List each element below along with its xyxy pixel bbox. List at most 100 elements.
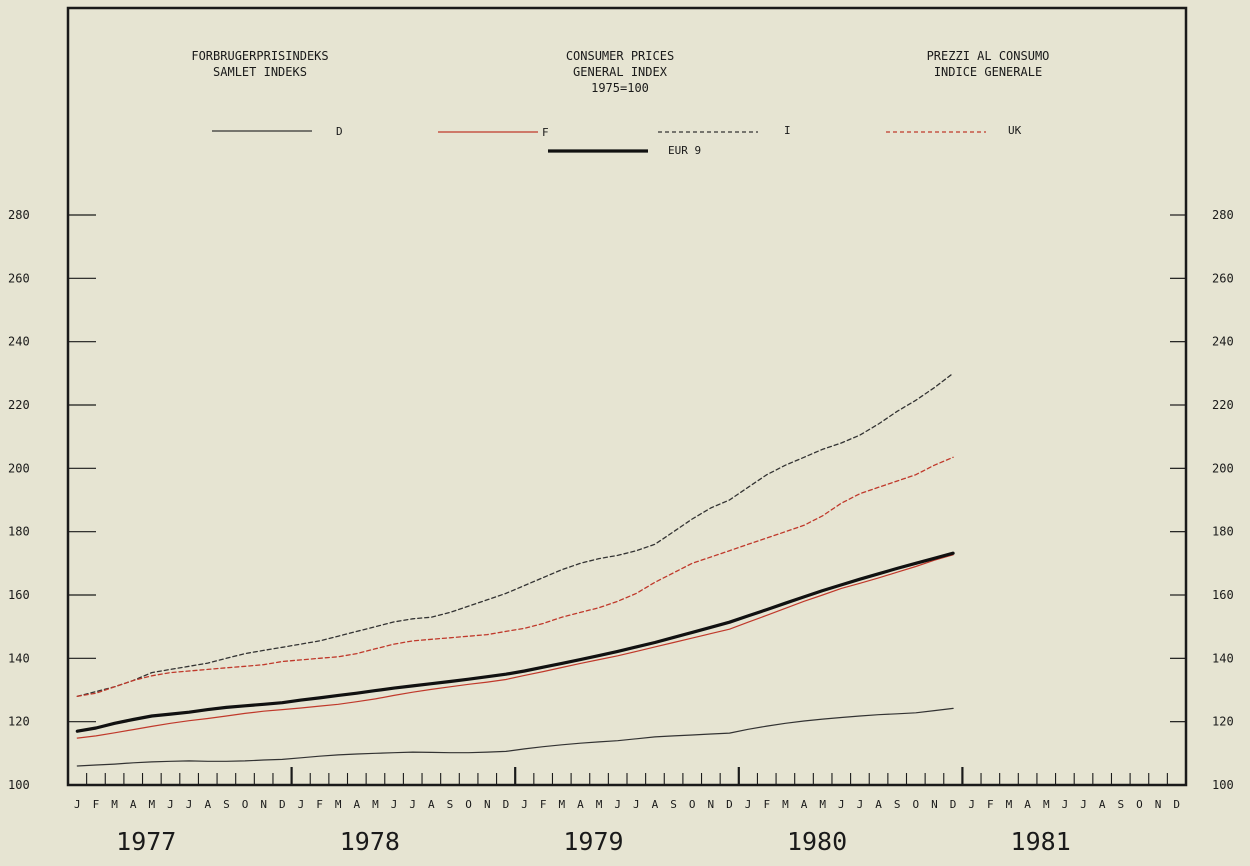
month-label: A xyxy=(801,798,808,811)
y-tick-label-right: 280 xyxy=(1212,208,1234,222)
y-tick-label-left: 180 xyxy=(8,525,30,539)
month-label: J xyxy=(838,798,845,811)
month-label: O xyxy=(1136,798,1143,811)
month-label: S xyxy=(223,798,230,811)
month-label: M xyxy=(782,798,789,811)
month-label: J xyxy=(745,798,752,811)
month-label: M xyxy=(1043,798,1050,811)
title-danish: FORBRUGERPRISINDEKS SAMLET INDEKS xyxy=(130,48,390,80)
month-label: J xyxy=(968,798,975,811)
y-tick-label-right: 140 xyxy=(1212,651,1234,665)
y-tick-label-right: 100 xyxy=(1212,778,1234,792)
month-label: N xyxy=(931,798,938,811)
month-label: F xyxy=(763,798,770,811)
month-label: J xyxy=(409,798,416,811)
y-tick-label-left: 260 xyxy=(8,271,30,285)
month-label: A xyxy=(204,798,211,811)
month-label: F xyxy=(316,798,323,811)
month-label: J xyxy=(74,798,81,811)
month-label: J xyxy=(391,798,398,811)
legend-label-uk: UK xyxy=(1008,124,1022,137)
title-english: CONSUMER PRICES GENERAL INDEX 1975=100 xyxy=(490,48,750,96)
y-tick-label-right: 160 xyxy=(1212,588,1234,602)
y-tick-label-right: 240 xyxy=(1212,335,1234,349)
title-english-line-3: 1975=100 xyxy=(591,81,649,95)
month-label: A xyxy=(354,798,361,811)
month-label: O xyxy=(913,798,920,811)
year-label: 1981 xyxy=(1011,827,1071,856)
month-label: M xyxy=(149,798,156,811)
month-label: J xyxy=(1080,798,1087,811)
title-danish-line-1: FORBRUGERPRISINDEKS xyxy=(191,49,329,63)
y-tick-label-left: 200 xyxy=(8,461,30,475)
month-label: D xyxy=(1173,798,1180,811)
month-label: M xyxy=(335,798,342,811)
legend-label-d: D xyxy=(336,125,343,138)
month-label: N xyxy=(260,798,267,811)
y-tick-label-left: 240 xyxy=(8,335,30,349)
y-tick-label-right: 120 xyxy=(1212,715,1234,729)
month-label: A xyxy=(1099,798,1106,811)
series-line-eur-9 xyxy=(75,551,955,733)
month-label: A xyxy=(577,798,584,811)
month-label: N xyxy=(708,798,715,811)
month-label: J xyxy=(521,798,528,811)
month-label: F xyxy=(987,798,994,811)
year-label: 1977 xyxy=(116,827,176,856)
month-label: M xyxy=(1006,798,1013,811)
series-line-uk xyxy=(76,456,954,697)
month-label: A xyxy=(875,798,882,811)
title-italian-line-1: PREZZI AL CONSUMO xyxy=(926,49,1050,63)
series-line-f xyxy=(76,554,954,739)
month-label: A xyxy=(428,798,435,811)
month-label: O xyxy=(689,798,696,811)
y-tick-label-left: 220 xyxy=(8,398,30,412)
title-english-line-2: GENERAL INDEX xyxy=(573,65,667,79)
year-label: 1979 xyxy=(563,827,623,856)
month-label: N xyxy=(484,798,491,811)
y-tick-label-left: 120 xyxy=(8,715,30,729)
y-tick-label-left: 160 xyxy=(8,588,30,602)
month-label: D xyxy=(726,798,733,811)
legend-label-i: I xyxy=(784,124,791,137)
month-label: J xyxy=(298,798,305,811)
legend-label-f: F xyxy=(542,126,549,139)
y-tick-label-left: 280 xyxy=(8,208,30,222)
month-label: S xyxy=(447,798,454,811)
y-tick-label-right: 260 xyxy=(1212,271,1234,285)
series-line-d xyxy=(76,707,954,767)
month-label: F xyxy=(93,798,100,811)
month-label: J xyxy=(1062,798,1069,811)
legend-label-eur-9: EUR 9 xyxy=(668,144,701,157)
y-tick-label-right: 200 xyxy=(1212,461,1234,475)
month-label: A xyxy=(652,798,659,811)
month-label: S xyxy=(670,798,677,811)
month-label: M xyxy=(819,798,826,811)
month-label: S xyxy=(894,798,901,811)
title-italian: PREZZI AL CONSUMO INDICE GENERALE xyxy=(858,48,1118,80)
month-label: J xyxy=(857,798,864,811)
y-tick-label-left: 100 xyxy=(8,778,30,792)
month-label: N xyxy=(1155,798,1162,811)
month-label: J xyxy=(167,798,174,811)
month-label: J xyxy=(614,798,621,811)
month-label: D xyxy=(279,798,286,811)
month-label: M xyxy=(558,798,565,811)
month-label: J xyxy=(186,798,193,811)
year-label: 1980 xyxy=(787,827,847,856)
series-line-i xyxy=(76,372,954,697)
month-label: A xyxy=(1024,798,1031,811)
month-label: O xyxy=(242,798,249,811)
month-label: A xyxy=(130,798,137,811)
y-tick-label-left: 140 xyxy=(8,651,30,665)
year-label: 1978 xyxy=(340,827,400,856)
month-label: F xyxy=(540,798,547,811)
month-label: M xyxy=(372,798,379,811)
y-tick-label-right: 220 xyxy=(1212,398,1234,412)
month-label: J xyxy=(633,798,640,811)
month-label: M xyxy=(111,798,118,811)
title-danish-line-2: SAMLET INDEKS xyxy=(213,65,307,79)
title-english-line-1: CONSUMER PRICES xyxy=(565,49,675,63)
